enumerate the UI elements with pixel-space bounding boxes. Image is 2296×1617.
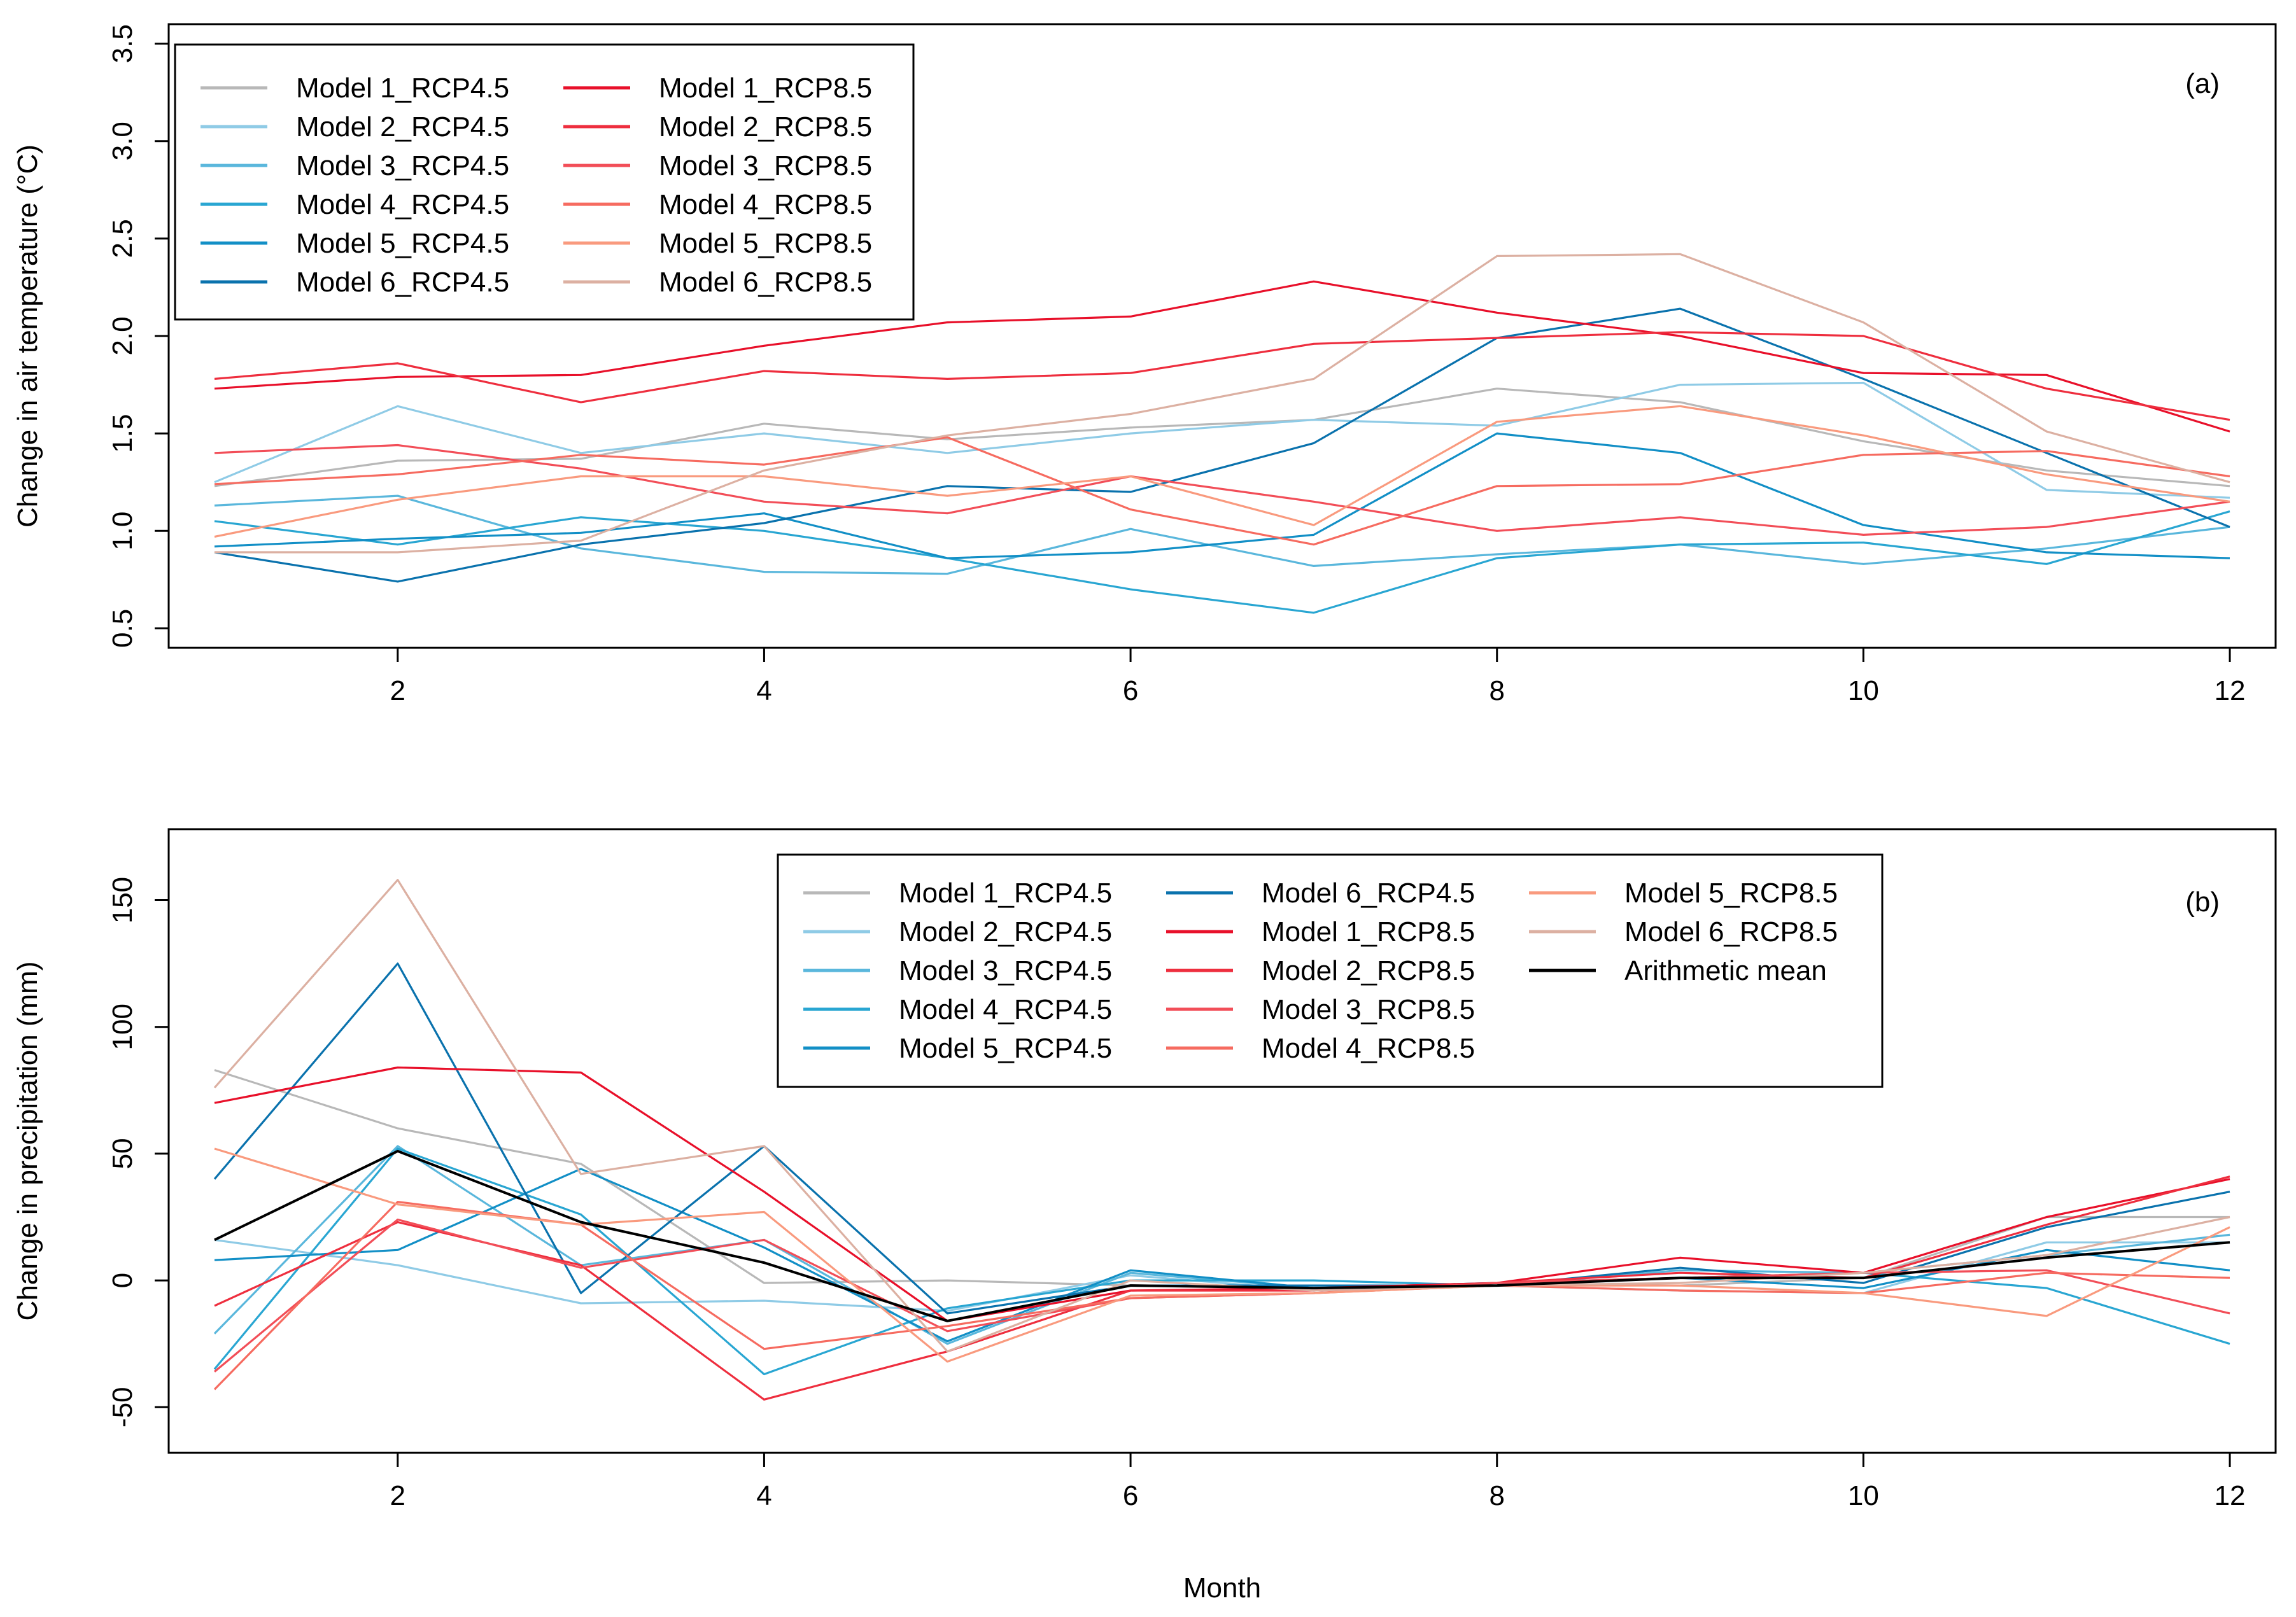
panel-b-legend-label: Model 6_RCP8.5 — [1624, 916, 1838, 948]
panel-b-y-tick-label: 100 — [107, 1004, 138, 1050]
panel-a-y-tick-label: 3.0 — [107, 122, 138, 160]
panel-b-x-tick-label: 8 — [1489, 1480, 1504, 1511]
panel-a-legend-label: Model 4_RCP4.5 — [296, 189, 509, 220]
panel-b-legend-label: Model 4_RCP8.5 — [1262, 1033, 1475, 1064]
panel-b-x-tick-label: 6 — [1123, 1480, 1138, 1511]
panel-a-legend-label: Model 6_RCP4.5 — [296, 267, 509, 298]
panel-a-x-axis: 2 4 6 8 10 12 — [390, 647, 2246, 706]
panel-a-series-line-5 — [214, 432, 2230, 559]
panel-a-series-line-11 — [214, 405, 2230, 538]
panel-b-series-line-13 — [214, 1149, 2230, 1322]
panel-a-series-line-2 — [214, 381, 2230, 499]
panel-b-legend-label: Model 2_RCP8.5 — [1262, 955, 1475, 986]
panel-a-y-tick-label: 1.5 — [107, 414, 138, 453]
panel-b-legend-label: Model 5_RCP4.5 — [899, 1033, 1112, 1064]
x-axis-title: Month — [1183, 1572, 1261, 1604]
panel-a-y-tick-label: 3.5 — [107, 24, 138, 63]
panel-a-legend-label: Model 5_RCP4.5 — [296, 228, 509, 259]
panel-a-x-tick-label: 4 — [756, 675, 771, 706]
panel-b-legend-label: Model 3_RCP4.5 — [899, 955, 1112, 986]
panel-b-series-line-11 — [214, 1147, 2230, 1363]
panel-b-legend-label: Model 4_RCP4.5 — [899, 994, 1112, 1025]
panel-a-series-line-6 — [214, 307, 2230, 583]
panel-b-y-axis-title: Change in precipitation (mm) — [12, 962, 43, 1321]
panel-b-x-tick-label: 10 — [1848, 1480, 1879, 1511]
panel-a-legend-label: Model 1_RCP4.5 — [296, 73, 509, 104]
panel-a-series-line-7 — [214, 280, 2230, 433]
panel-b-x-tick-label: 4 — [756, 1480, 771, 1511]
panel-a-y-tick-label: 0.5 — [107, 609, 138, 648]
panel-a-legend-label: Model 4_RCP8.5 — [659, 189, 872, 220]
panel-a-series-line-9 — [214, 444, 2230, 536]
panel-a-legend: Model 1_RCP4.5 Model 2_RCP4.5 Model 3_RCP4… — [174, 43, 915, 321]
panel-b-series-line-2 — [214, 1238, 2230, 1312]
panel-a-y-tick-label: 2.0 — [107, 316, 138, 355]
panel-a-x-tick-label: 8 — [1489, 675, 1504, 706]
panel-b-legend-label: Model 1_RCP4.5 — [899, 878, 1112, 909]
panel-b-y-tick-label: -50 — [107, 1387, 138, 1427]
panel-b-legend-label: Model 5_RCP8.5 — [1624, 878, 1838, 909]
panel-a-legend-label: Model 1_RCP8.5 — [659, 73, 872, 104]
panel-b-x-tick-label: 12 — [2215, 1480, 2246, 1511]
panel-a-series-line-8 — [214, 331, 2230, 421]
panel-b-y-tick-label: 150 — [107, 877, 138, 923]
panel-a-legend-label: Model 3_RCP4.5 — [296, 150, 509, 181]
panel-b-y-tick-label: 0 — [107, 1273, 138, 1288]
panel-a-label: (a) — [2185, 68, 2220, 99]
panel-b-series-line-5 — [214, 1168, 2230, 1343]
panel-a-series-line-3 — [214, 494, 2230, 575]
panel-a-series — [214, 253, 2230, 614]
panel-b-legend-box — [777, 853, 1884, 1088]
panel-b-x-axis: 2 4 6 8 10 12 — [390, 1452, 2246, 1511]
panel-a-temperature: 2 4 6 8 10 12 0.5 1.0 1.5 2.0 2.5 3.0 3.5 Change in… — [12, 23, 2277, 706]
panel-a-y-axis-title: Change in air temperature (°C) — [12, 144, 43, 528]
panel-b-series-line-12 — [213, 879, 2230, 1353]
panel-a-legend-label: Model 5_RCP8.5 — [659, 228, 872, 259]
panel-a-series-line-12 — [215, 253, 2230, 554]
panel-a-series-line-10 — [214, 436, 2230, 546]
panel-b-x-tick-label: 2 — [390, 1480, 405, 1511]
panel-a-x-tick-label: 12 — [2215, 675, 2246, 706]
panel-a-y-axis: 0.5 1.0 1.5 2.0 2.5 3.0 3.5 — [107, 24, 170, 648]
panel-a-series-line-4 — [214, 510, 2230, 614]
panel-b-y-tick-label: 50 — [107, 1138, 138, 1169]
panel-b-legend-label: Model 2_RCP4.5 — [899, 916, 1112, 948]
panel-a-x-tick-label: 6 — [1123, 675, 1138, 706]
panel-a-y-tick-label: 2.5 — [107, 219, 138, 258]
panel-b-legend-label: Model 3_RCP8.5 — [1262, 994, 1475, 1025]
panel-a-x-tick-label: 10 — [1848, 675, 1879, 706]
panel-a-legend-label: Model 6_RCP8.5 — [659, 267, 872, 298]
panel-b-legend-label: Model 1_RCP8.5 — [1262, 916, 1475, 948]
panel-b-y-axis: -50 0 50 100 150 — [107, 877, 170, 1427]
panel-b-legend-label: Arithmetic mean — [1624, 955, 1827, 986]
panel-b-series — [213, 879, 2230, 1401]
panel-b-series-line-7 — [214, 1066, 2230, 1322]
panel-b-legend-label: Model 6_RCP4.5 — [1262, 878, 1475, 909]
panel-a-legend-box — [174, 43, 915, 321]
panel-a-legend-label: Model 2_RCP4.5 — [296, 111, 509, 143]
panel-a-y-tick-label: 1.0 — [107, 512, 138, 550]
panel-b-precipitation: 2 4 6 8 10 12 -50 0 50 100 150 Change in precipit… — [12, 828, 2277, 1511]
panel-a-x-tick-label: 2 — [390, 675, 405, 706]
panel-a-legend-label: Model 2_RCP8.5 — [659, 111, 872, 143]
panel-a-legend-label: Model 3_RCP8.5 — [659, 150, 872, 181]
panel-b-legend: Model 1_RCP4.5 Model 2_RCP4.5 Model 3_RCP4… — [777, 853, 1884, 1088]
panel-b-label: (b) — [2185, 886, 2220, 918]
